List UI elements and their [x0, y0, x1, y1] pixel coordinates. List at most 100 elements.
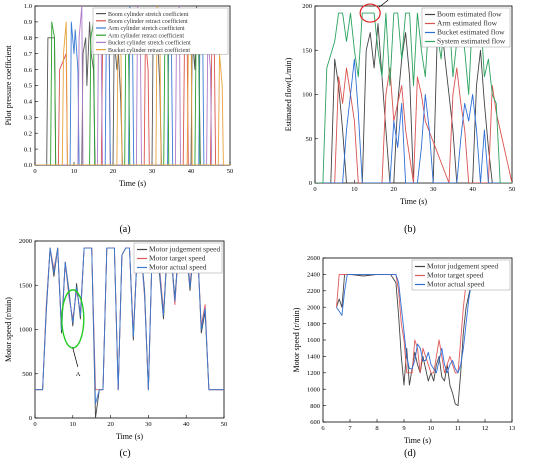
y-axis-label: Motor speed (r/min)	[4, 297, 13, 362]
x-tick-label: 13	[509, 425, 516, 432]
panel-label-a: (a)	[119, 224, 131, 235]
x-tick-label: 12	[482, 425, 489, 432]
chart-panel-a: 0 10 20 30 40 50 0.0 0.1 0.2 0.3 0.4 0.5 0.6 0.7 0.8 0.…	[4, 3, 234, 188]
x-tick-label: 50	[509, 186, 516, 193]
legend-label: Motor actual speed	[427, 280, 485, 289]
y-tick-label: 800	[310, 403, 320, 410]
x-tick-label: 30	[149, 168, 156, 175]
y-tick-label: 1400	[307, 354, 320, 361]
panel-label-d: (d)	[404, 448, 416, 459]
y-tick-label: 0.3	[24, 115, 32, 122]
series-line-3	[35, 247, 224, 405]
x-axis-label: Time (s)	[119, 179, 146, 188]
legend-box	[133, 242, 223, 274]
x-tick-label: 10	[70, 421, 77, 428]
y-axis-label: Motor speed (r/min)	[292, 307, 301, 372]
legend-box	[411, 259, 511, 291]
legend-label: Motor judgement speed	[149, 245, 220, 254]
x-tick-label: 20	[110, 168, 117, 175]
x-tick-label: 9	[402, 425, 405, 432]
y-tick-label: 1000	[307, 386, 320, 393]
series-group	[336, 273, 499, 407]
x-tick-label: 6	[321, 425, 325, 432]
y-tick-label: 1000	[19, 327, 32, 334]
y-tick-label: 1.0	[24, 3, 32, 10]
y-tick-label: 150	[302, 47, 312, 54]
x-tick-label: 11	[455, 425, 461, 432]
y-tick-label: 500	[22, 371, 32, 378]
annotation-leader	[72, 347, 79, 367]
annotation-label: A	[76, 371, 81, 378]
x-tick-label: 8	[375, 425, 378, 432]
series-group	[35, 247, 224, 418]
chart-panel-d: 6 7 8 9 10 11 12 13 600 800 1000 1200 1400 1600 1800 20…	[292, 255, 516, 445]
y-tick-label: 2400	[307, 272, 320, 279]
y-tick-label: 0.5	[24, 83, 32, 90]
y-tick-label: 0	[29, 415, 32, 422]
legend-label: Arm estimated flow	[437, 19, 498, 28]
y-tick-label: 0.4	[24, 99, 33, 106]
y-tick-label: 0.2	[24, 130, 32, 137]
y-tick-label: 1500	[19, 282, 32, 289]
legend-label: Bucket cylinder stretch coefficient	[108, 40, 191, 47]
panel-label-b: (b)	[404, 224, 416, 235]
flow-saturation-circle	[359, 3, 381, 23]
x-tick-label: 0	[313, 186, 316, 193]
series-line-1	[336, 273, 499, 407]
legend-label: Boom cylinder stretch coefficient	[108, 11, 189, 18]
series-line-3	[336, 273, 499, 374]
y-tick-label: 0.0	[24, 162, 32, 169]
y-tick-label: 50	[306, 136, 313, 143]
y-tick-label: 200	[302, 3, 312, 10]
x-tick-label: 30	[145, 421, 152, 428]
series-line-3	[315, 58, 512, 183]
y-axis-label: Estimated flow(L/min)	[284, 57, 293, 131]
legend-label: Arm cylinder retract coefficient	[108, 32, 184, 39]
x-tick-label: 50	[221, 421, 228, 428]
legend-label: System estimated flow	[437, 37, 506, 46]
x-tick-label: 10	[71, 168, 78, 175]
chart-panel-b: 0 10 20 30 40 50 0 50 100 150 200 Time (s) Estimated…	[284, 0, 516, 206]
x-tick-label: 50	[227, 168, 234, 175]
x-tick-label: 40	[469, 186, 476, 193]
x-tick-label: 20	[107, 421, 114, 428]
x-axis-label: Time (s)	[400, 197, 427, 206]
legend-label: Bucket cylinder retract coefficient	[108, 47, 190, 54]
legend-box	[421, 7, 511, 48]
legend-box	[92, 7, 229, 55]
series-line-1	[315, 18, 512, 183]
legend-label: Motor actual speed	[149, 263, 207, 272]
y-tick-label: 1800	[307, 321, 320, 328]
y-tick-label: 0	[309, 180, 312, 187]
legend-label: Motor judgement speed	[427, 262, 498, 271]
y-tick-label: 0.1	[24, 146, 32, 153]
y-tick-label: 2200	[307, 288, 320, 295]
y-tick-label: 100	[302, 92, 312, 99]
x-tick-label: 10	[351, 186, 358, 193]
x-tick-label: 10	[428, 425, 435, 432]
y-tick-label: 0.8	[24, 35, 32, 42]
panel-label-c: (c)	[119, 448, 131, 459]
x-tick-label: 40	[183, 421, 190, 428]
y-tick-label: 0.6	[24, 67, 33, 74]
y-tick-label: 1200	[307, 370, 320, 377]
legend-label: Motor target speed	[149, 254, 206, 263]
legend-label: Arm cylinder stretch coefficient	[108, 25, 185, 32]
annotation-leader	[378, 0, 389, 8]
x-tick-label: 30	[430, 186, 437, 193]
y-tick-label: 2000	[19, 238, 32, 245]
x-tick-label: 7	[348, 425, 352, 432]
x-tick-label: 0	[33, 168, 36, 175]
legend-label: Motor target speed	[427, 271, 484, 280]
y-tick-label: 0.7	[24, 51, 33, 58]
legend-label: Bucket estimated flow	[437, 28, 505, 37]
legend-label: Boom cylinder retract coefficient	[108, 18, 188, 25]
y-tick-label: 2600	[307, 255, 320, 262]
y-tick-label: 1600	[307, 337, 320, 344]
x-axis-label: Time (s)	[116, 432, 143, 441]
x-tick-label: 20	[391, 186, 398, 193]
y-tick-label: 2000	[307, 304, 320, 311]
series-line-2	[315, 67, 512, 183]
y-tick-label: 0.9	[24, 19, 32, 26]
